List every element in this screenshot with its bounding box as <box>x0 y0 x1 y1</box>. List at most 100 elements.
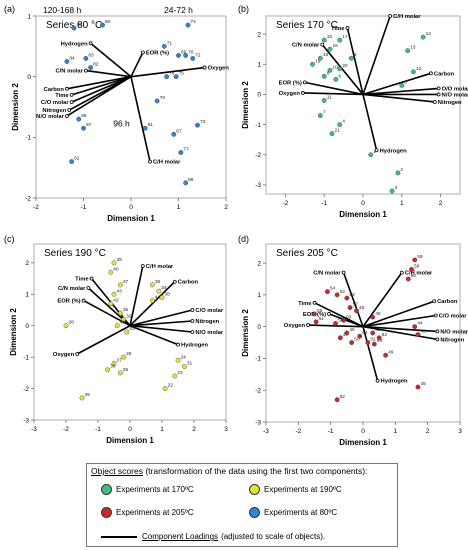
loading-line <box>130 76 151 162</box>
data-point <box>175 357 181 363</box>
loading-endpoint <box>432 100 437 104</box>
x-tick-label: -1 <box>81 204 87 211</box>
loading-label: C/O molar <box>195 308 223 314</box>
loading-label: N/O molar <box>195 330 223 336</box>
y-tick-label: 1 <box>257 62 261 69</box>
biplot-panel-a: (a) Series 80 °C -2 -1 0 1 2 -2 -1 0 1 Dimension 1 D… <box>4 4 229 223</box>
x-axis-label: Dimension 1 <box>106 436 154 445</box>
loading-endpoint <box>69 92 74 97</box>
loading-line <box>85 69 132 78</box>
point-label: 62 <box>382 332 388 338</box>
data-point <box>121 317 127 322</box>
data-point <box>337 66 343 72</box>
point-label: 17 <box>342 34 348 40</box>
data-point <box>395 170 401 176</box>
point-label: 51 <box>370 337 376 343</box>
legend-item-190: Experiments at 190ºC <box>249 484 342 495</box>
data-point <box>156 288 162 294</box>
data-point <box>159 295 165 300</box>
point-label: 48 <box>375 311 381 317</box>
loading-endpoint <box>428 71 433 76</box>
x-tick-label: -2 <box>33 204 39 211</box>
y-axis-label: Dimension 2 <box>11 83 20 131</box>
point-label: 22 <box>168 383 174 389</box>
y-tick-label: 1 <box>27 13 31 20</box>
point-label: 67 <box>176 128 182 134</box>
point-label: 43 <box>420 329 426 335</box>
x-axis-label: Dimension 1 <box>339 210 387 219</box>
data-point <box>310 61 315 67</box>
data-point <box>124 329 130 335</box>
loading-endpoint <box>148 159 152 164</box>
data-point <box>415 384 421 390</box>
loading-label: C/H molar <box>153 160 181 166</box>
point-label: 84 <box>69 56 75 62</box>
data-point <box>172 373 178 379</box>
y-axis-label: Dimension 2 <box>241 309 250 357</box>
data-point <box>344 330 350 336</box>
point-label: 3 <box>395 185 398 191</box>
data-point <box>108 269 114 275</box>
point-label: 39 <box>117 257 123 263</box>
legend-item-label: Experiments at 170ºC <box>116 485 194 494</box>
point-label: 62 <box>74 156 80 162</box>
x-tick-label: -2 <box>63 426 69 433</box>
loading-label: O/O molar <box>442 86 468 92</box>
loading-endpoint <box>140 50 145 55</box>
loading-endpoint <box>86 286 91 290</box>
point-label: 80 <box>105 19 111 25</box>
point-label: 40 <box>113 266 119 272</box>
x-tick-label: 0 <box>128 426 132 433</box>
loading-endpoint <box>388 14 393 18</box>
loading-line <box>362 272 403 328</box>
loading-label: C/N molar <box>313 271 341 277</box>
loading-label: N/O molar <box>36 114 64 120</box>
x-tick-label: -1 <box>321 200 327 207</box>
biplot-panel-b: (b)Series 170 °C-2 -1 0 1 2-3-2-1012Dimensio… <box>238 4 468 219</box>
data-point <box>105 367 111 373</box>
legend-title-rest: (transformation of the data using the fi… <box>142 466 368 476</box>
loading-endpoint <box>64 86 69 91</box>
loading-endpoint <box>345 26 350 30</box>
y-tick-label: -3 <box>255 182 261 189</box>
point-label: 1 <box>373 149 376 155</box>
point-label: 13 <box>410 45 416 51</box>
point-label: 30 <box>110 364 116 370</box>
legend-marker-190 <box>249 484 260 495</box>
x-tick-label: 0 <box>129 204 133 211</box>
point-label: 7 <box>323 110 326 116</box>
data-point <box>108 301 114 307</box>
y-tick-label: -1 <box>23 354 29 361</box>
loading-label: C/H molar <box>146 264 174 270</box>
data-point <box>325 289 330 295</box>
loading-line <box>66 75 132 117</box>
loading-label: Carbon <box>178 280 199 286</box>
y-tick-label: 2 <box>257 31 261 38</box>
point-label: 34 <box>161 285 167 291</box>
biplot-panel-c: (c)Series 190 °C-3 -2 -1 0 1 2 3-3-2-1012Dimen… <box>4 234 228 445</box>
loading-label: Time <box>75 277 89 283</box>
loading-line <box>302 92 364 96</box>
panel-label: (a) <box>4 4 15 14</box>
point-label: 42 <box>113 298 119 304</box>
loading-endpoint <box>374 148 379 153</box>
y-tick-label: 1 <box>257 292 261 299</box>
loading-line <box>129 281 176 327</box>
loading-line <box>362 325 438 333</box>
loading-label: Hydrogen <box>61 41 89 47</box>
point-label: 14 <box>426 31 432 37</box>
point-label: 52 <box>340 394 346 400</box>
y-tick-label: 2 <box>257 260 261 267</box>
loading-endpoint <box>172 279 177 284</box>
data-point <box>348 55 354 61</box>
point-label: 32 <box>126 313 132 319</box>
data-point <box>321 98 327 103</box>
data-point <box>185 22 191 28</box>
loading-label: Nitrogen <box>195 319 219 325</box>
loading-endpoint <box>88 41 93 46</box>
loading-label: Time <box>298 301 312 307</box>
data-point <box>149 282 155 288</box>
data-point <box>118 310 123 316</box>
point-label: 82 <box>93 62 99 68</box>
point-label: 68 <box>188 177 194 183</box>
